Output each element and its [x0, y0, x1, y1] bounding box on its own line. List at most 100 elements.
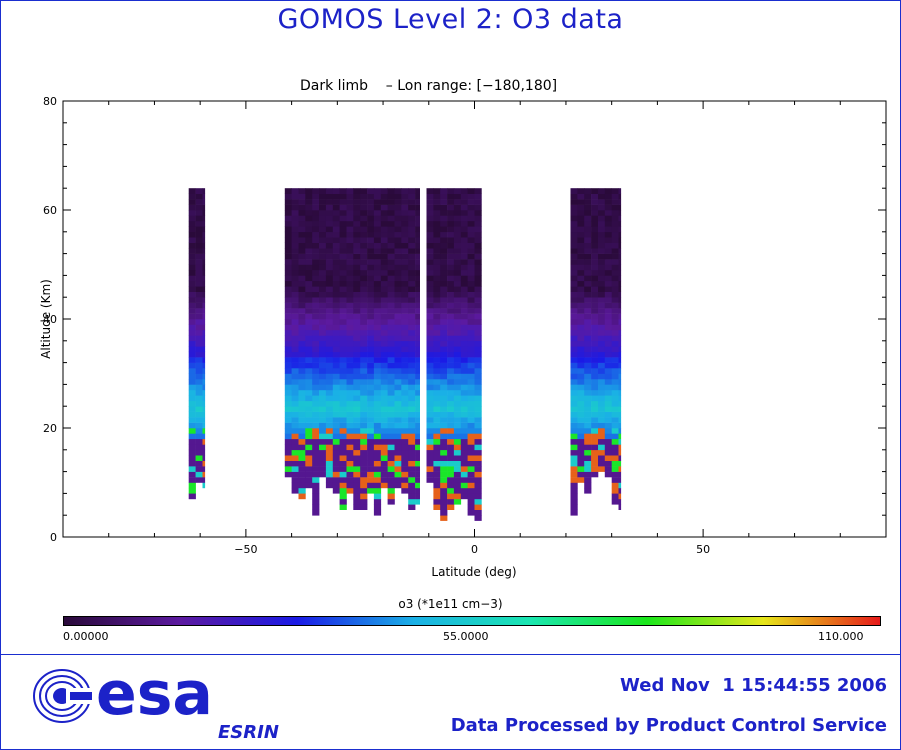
heatmap-cell [305, 400, 313, 407]
heatmap-cell [394, 406, 402, 412]
heatmap-cell [298, 329, 306, 336]
heatmap-cell [202, 379, 206, 385]
heatmap-cell [584, 210, 592, 216]
heatmap-cell [453, 411, 462, 418]
heatmap-cell [325, 346, 334, 353]
heatmap-cell [440, 477, 448, 483]
heatmap-cell [360, 335, 368, 342]
heatmap-cell [346, 275, 354, 282]
heatmap-cell [474, 302, 482, 309]
heatmap-cell [284, 433, 292, 440]
heatmap-cell [367, 368, 375, 374]
heatmap-cell [291, 259, 299, 265]
heatmap-cell [202, 275, 206, 282]
heatmap-cell [346, 319, 354, 325]
heatmap-cell [188, 215, 196, 222]
heatmap-cell [604, 400, 612, 407]
heatmap-cell [598, 259, 606, 265]
heatmap-cell [298, 226, 306, 233]
heatmap-cell [284, 351, 292, 358]
heatmap-cell [460, 395, 468, 402]
heatmap-cell [332, 357, 340, 363]
heatmap-cell [346, 335, 354, 342]
heatmap-cell [426, 477, 434, 483]
heatmap-cell [339, 428, 347, 434]
heatmap-cell [332, 226, 340, 233]
heatmap-cell [202, 335, 206, 342]
heatmap-cell [570, 275, 578, 282]
heatmap-cell [618, 504, 622, 510]
heatmap-cell [584, 242, 592, 249]
heatmap-cell [367, 226, 375, 233]
heatmap-cell [415, 248, 420, 254]
heatmap-cell [433, 362, 441, 369]
heatmap-cell [591, 313, 599, 320]
heatmap-cell [332, 319, 340, 325]
heatmap-cell [353, 379, 361, 385]
heatmap-cell [570, 313, 578, 320]
heatmap-cell [202, 302, 206, 309]
heatmap-cell [339, 231, 347, 238]
heatmap-cell [380, 373, 388, 380]
heatmap-cell [195, 253, 203, 260]
heatmap-cell [346, 444, 354, 451]
heatmap-cell [332, 253, 340, 260]
heatmap-cell [591, 455, 599, 461]
heatmap-cell [440, 188, 448, 194]
heatmap-cell [433, 280, 441, 287]
heatmap-cell [401, 455, 409, 461]
heatmap-cell [598, 215, 606, 222]
heatmap-cell [611, 351, 619, 358]
heatmap-cell [577, 231, 585, 238]
heatmap-cell [611, 362, 619, 369]
heatmap-cell [332, 313, 340, 320]
heatmap-cell [426, 444, 434, 451]
heatmap-cell [433, 264, 441, 271]
heatmap-cell [339, 433, 347, 440]
heatmap-cell [453, 482, 462, 489]
heatmap-cell [202, 308, 206, 314]
heatmap-cell [570, 357, 578, 363]
heatmap-cell [188, 291, 196, 298]
heatmap-cell [447, 308, 455, 314]
heatmap-cell [611, 204, 619, 211]
heatmap-cell [319, 395, 327, 402]
heatmap-cell [312, 220, 320, 227]
heatmap-cell [387, 340, 395, 347]
heatmap-cell [284, 460, 292, 467]
heatmap-cell [577, 395, 585, 402]
heatmap-cell [447, 313, 455, 320]
heatmap-cell [353, 346, 361, 353]
heatmap-cell [298, 210, 306, 216]
heatmap-cell [353, 269, 361, 276]
heatmap-cell [570, 444, 578, 451]
heatmap-cell [467, 264, 475, 271]
heatmap-cell [401, 362, 409, 369]
heatmap-cell [604, 346, 612, 353]
heatmap-cell [474, 269, 482, 276]
heatmap-cell [202, 319, 206, 325]
heatmap-cell [387, 280, 395, 287]
heatmap-cell [570, 433, 578, 440]
heatmap-cell [298, 368, 306, 374]
heatmap-cell [319, 215, 327, 222]
heatmap-cell [611, 237, 619, 243]
heatmap-cell [618, 477, 622, 483]
heatmap-cell [415, 422, 420, 429]
heatmap-cell [195, 477, 203, 483]
heatmap-cell [426, 395, 434, 402]
heatmap-cell [453, 188, 462, 194]
heatmap-cell [380, 259, 388, 265]
heatmap-cell [447, 487, 455, 494]
heatmap-cell [284, 324, 292, 331]
heatmap-cell [305, 248, 313, 254]
heatmap-cell [305, 379, 313, 385]
heatmap-cell [380, 368, 388, 374]
heatmap-cell [380, 335, 388, 342]
heatmap-cell [577, 253, 585, 260]
heatmap-cell [387, 357, 395, 363]
heatmap-cell [298, 215, 306, 222]
heatmap-cell [415, 302, 420, 309]
heatmap-cell [598, 406, 606, 412]
heatmap-cell [584, 220, 592, 227]
